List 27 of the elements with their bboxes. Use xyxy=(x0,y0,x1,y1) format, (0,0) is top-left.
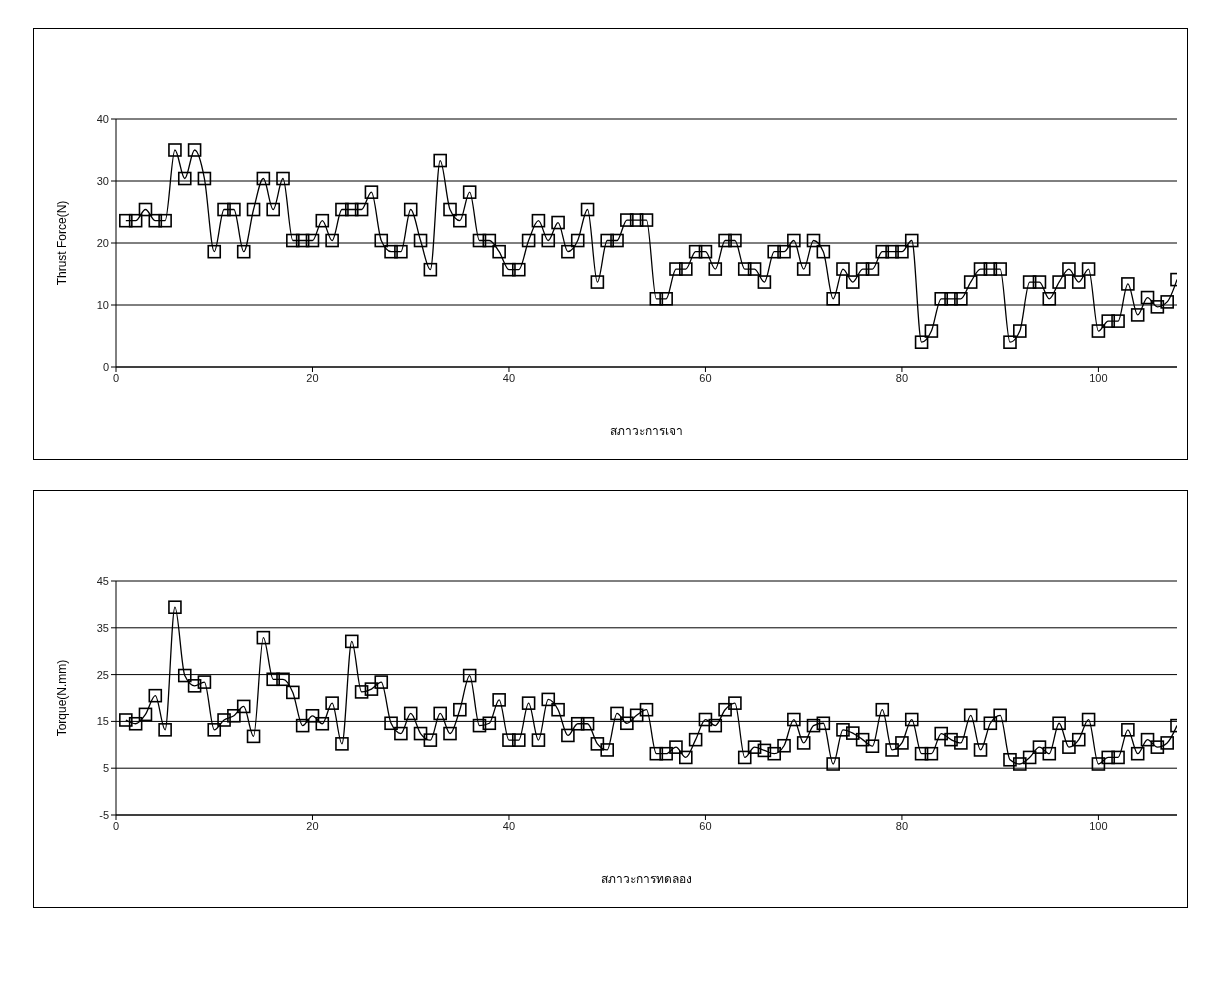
x-tick-label: 20 xyxy=(306,819,319,832)
x-tick-label: 80 xyxy=(895,371,909,384)
y-tick-label: 25 xyxy=(96,668,109,681)
y-tick-label: 5 xyxy=(102,762,109,775)
x-tick-label: 100 xyxy=(1089,371,1108,384)
x-tick-label: 0 xyxy=(112,819,120,832)
x-tick-label: 0 xyxy=(112,371,120,384)
x-tick-label: 40 xyxy=(502,371,516,384)
x-tick-label: 20 xyxy=(306,371,319,384)
y-tick-label: 30 xyxy=(96,174,109,187)
y-tick-label: 45 xyxy=(96,574,109,587)
y-tick-label: 35 xyxy=(96,621,109,634)
x-tick-label: 60 xyxy=(699,819,712,832)
y-tick-label: 10 xyxy=(96,298,109,311)
x-tick-label: 40 xyxy=(502,819,516,832)
x-axis-title: สภาวะการเจา xyxy=(610,424,683,438)
y-axis-title: Thrust Force(N) xyxy=(55,200,70,286)
x-tick-label: 100 xyxy=(1089,819,1108,832)
y-tick-label: 20 xyxy=(96,236,109,249)
x-axis-title: สภาวะการทดลอง xyxy=(601,872,692,886)
y-tick-label: 40 xyxy=(96,112,109,125)
y-axis-title: Torque(N.mm) xyxy=(55,659,70,737)
y-tick-label: 0 xyxy=(102,360,109,373)
x-tick-label: 80 xyxy=(895,819,909,832)
x-tick-label: 60 xyxy=(699,371,712,384)
y-tick-label: 15 xyxy=(96,715,109,728)
y-tick-label: -5 xyxy=(99,808,109,821)
